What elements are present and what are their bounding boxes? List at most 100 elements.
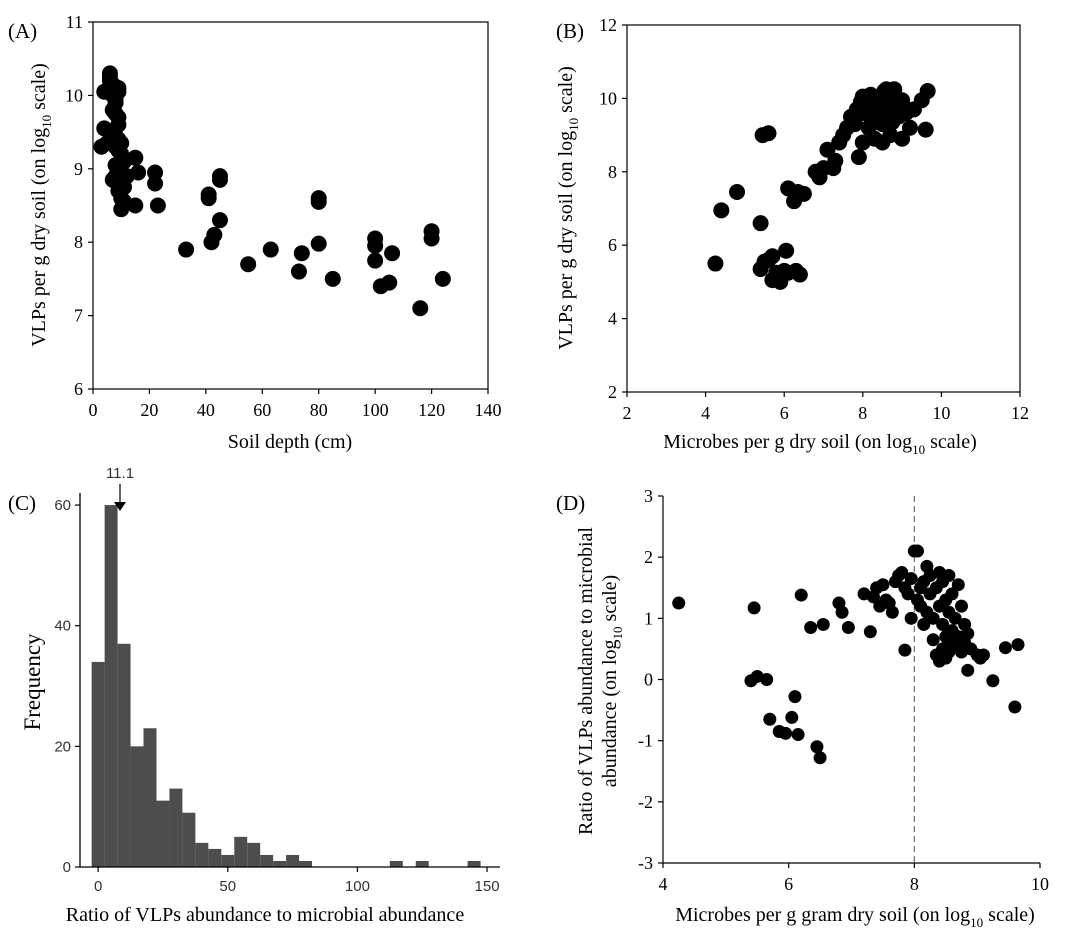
panel-c-annotation-label: 11.1 [106,465,134,482]
histogram-bar [169,788,183,867]
data-point [779,726,793,740]
data-point [961,663,975,677]
histogram-bar [104,505,118,867]
data-point [885,605,899,619]
panel-b-y-axis-label: VLPs per g dry soil (on log10 scale) [555,66,581,350]
data-point [951,578,965,592]
data-point [434,270,451,287]
data-point [206,226,223,243]
histogram-bar [91,661,105,867]
data-point [672,596,686,610]
data-point [945,587,959,601]
histogram-bar [467,860,481,867]
x-tick-label: 12 [1011,403,1029,423]
data-point [816,617,830,631]
y-tick-label: 3 [644,486,653,506]
data-point [381,274,398,291]
x-tick-label: 120 [418,400,445,420]
data-point [850,149,867,166]
y-tick-label: 10 [599,88,617,108]
y-tick-label: -1 [638,731,653,751]
data-point [760,125,777,142]
panel-b: (B) 2 4 6 8 10 12 2 4 6 8 10 12 Microbes per g dry … [555,15,1029,457]
x-tick-label: 100 [362,400,389,420]
data-point [910,544,924,558]
x-tick-label: 10 [1031,874,1049,894]
x-tick-label: 80 [310,400,328,420]
y-tick-label: 2 [644,547,653,567]
data-point [113,201,130,218]
x-tick-label: 6 [784,874,793,894]
data-point [876,578,890,592]
histogram-bar [234,836,248,867]
data-point [147,175,164,192]
x-tick-label: 60 [253,400,271,420]
data-point [149,197,166,214]
histogram-bar [286,854,300,867]
histogram-bar [156,800,170,867]
data-point [1008,700,1022,714]
data-point [747,601,761,615]
data-point [127,197,144,214]
data-point [894,92,911,109]
data-point [752,215,769,232]
panel-c-annotation-arrowhead [114,502,126,511]
y-tick-label: 6 [608,235,617,255]
data-point [976,648,990,662]
data-point [917,617,931,631]
data-point [954,599,968,613]
histogram-bar [143,728,157,867]
y-tick-label: 12 [599,15,617,35]
data-point [147,164,164,181]
histogram-bar [117,643,131,867]
data-point [942,569,956,583]
x-tick-label: 100 [345,878,370,895]
data-point [986,674,1000,688]
histogram-bar [221,854,235,867]
data-point [886,81,903,98]
data-point [713,202,730,219]
panel-a: (A) 0 20 40 60 80 100 120 140 6 7 8 9 10 11 Soil dept… [8,12,502,453]
y-tick-label: 60 [54,497,71,514]
data-point [998,641,1012,655]
panel-a-plot-frame [92,21,489,390]
data-point [262,241,279,258]
y-tick-label: 8 [74,232,83,252]
data-point [804,621,818,635]
y-tick-label: 9 [74,159,83,179]
histogram-bar [299,860,313,867]
data-point [961,627,975,641]
data-point [788,690,802,704]
data-point [795,185,812,202]
panel-d-points [672,544,1025,765]
x-tick-label: 20 [140,400,158,420]
data-point [310,193,327,210]
panel-c-bars [91,505,481,867]
histogram-bar [260,854,274,867]
data-point [901,587,915,601]
x-tick-label: 140 [475,400,502,420]
histogram-bar [208,848,222,867]
data-point [846,116,863,133]
data-point [936,617,950,631]
histogram-bar [195,842,209,867]
panel-d-label: (D) [556,491,585,515]
data-point [707,255,724,272]
panel-b-points [707,81,936,290]
data-point [898,643,912,657]
data-point [904,572,918,586]
data-point [778,242,795,259]
panel-a-y-axis-label: VLPs per g dry soil (on log10 scale) [28,63,54,347]
data-point [729,183,746,200]
data-point [324,270,341,287]
x-tick-label: 8 [858,403,867,423]
data-point [827,152,844,169]
data-point [130,164,147,181]
panel-c: (C) 0 50 100 150 0 20 40 60 11.1 Ratio of VLPs … [8,465,500,926]
y-tick-label: 10 [65,85,83,105]
histogram-bar [389,860,403,867]
data-point [835,605,849,619]
data-point [310,235,327,252]
data-point [763,712,777,726]
